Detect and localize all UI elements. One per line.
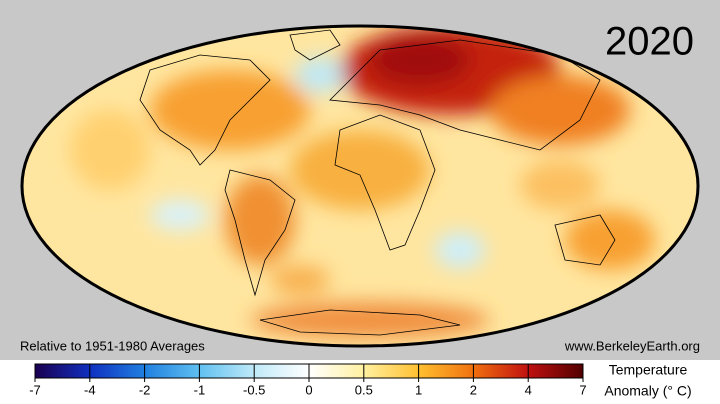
colorbar-segment bbox=[528, 364, 584, 378]
globe-outline bbox=[20, 24, 700, 348]
colorbar-segment bbox=[144, 364, 200, 378]
colorbar-segment bbox=[89, 364, 146, 378]
colorbar-segment bbox=[254, 364, 310, 378]
legend-title: Temperature bbox=[609, 362, 688, 378]
temperature-map bbox=[22, 26, 698, 346]
colorbar-segment bbox=[199, 364, 255, 378]
tick-label: 0 bbox=[305, 382, 312, 397]
tick-label: 7 bbox=[579, 382, 586, 397]
colorbar-segment bbox=[35, 364, 91, 378]
year: 2020 bbox=[605, 20, 694, 64]
legend-title: Anomaly (° C) bbox=[604, 383, 691, 399]
colorbar-segment bbox=[418, 364, 474, 378]
tick-label: -0.5 bbox=[243, 382, 265, 397]
colorbar-segment bbox=[309, 364, 365, 378]
colorbar: -7 -4 -2 -1 -0.5 0 0.5 1 2 4 7 bbox=[29, 363, 587, 397]
tick-label: -2 bbox=[139, 382, 151, 397]
tick-label: -4 bbox=[84, 382, 96, 397]
tick-label: 2 bbox=[470, 382, 477, 397]
tick-label: 0.5 bbox=[355, 382, 373, 397]
colorbar-segment bbox=[473, 364, 529, 378]
tick-label: -1 bbox=[194, 382, 206, 397]
source: www.BerkeleyEarth.org bbox=[564, 338, 700, 353]
baseline-note: Relative to 1951-1980 Averages bbox=[20, 338, 205, 353]
colorbar-segment bbox=[363, 364, 420, 378]
tick-label: -7 bbox=[29, 382, 41, 397]
tick-label: 4 bbox=[525, 382, 532, 397]
tick-label: 1 bbox=[415, 382, 422, 397]
